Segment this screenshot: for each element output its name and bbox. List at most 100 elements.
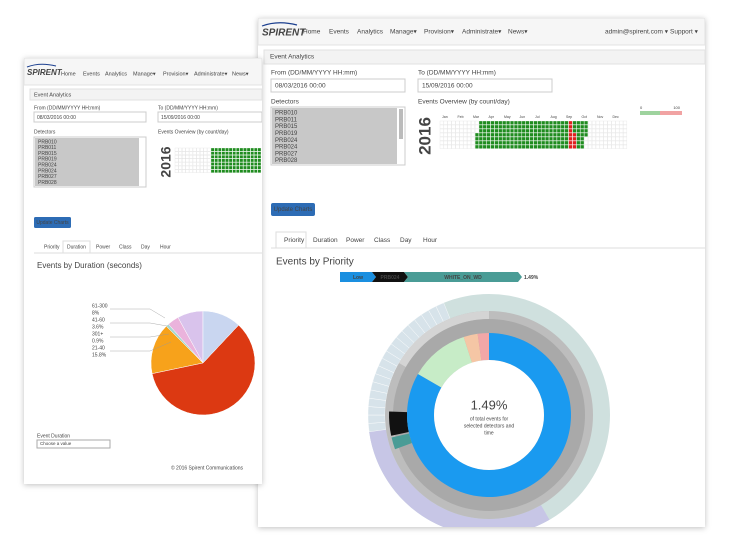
heatmap-cell xyxy=(533,136,538,141)
detector-option[interactable]: PRB011 xyxy=(275,117,298,123)
heatmap-cell xyxy=(513,124,518,129)
heatmap-cell xyxy=(549,128,553,133)
from-input[interactable] xyxy=(33,111,147,123)
tab[interactable]: Duration xyxy=(67,244,86,250)
tab[interactable]: Duration xyxy=(313,237,338,244)
heatmap-cell xyxy=(482,124,487,129)
heatmap-cell xyxy=(471,144,475,149)
tab[interactable]: Priority xyxy=(44,244,60,250)
heatmap-cell xyxy=(521,136,526,141)
heatmap-cell xyxy=(239,151,244,155)
nav-link[interactable]: News▾ xyxy=(508,29,528,36)
heatmap-cell xyxy=(214,169,218,173)
heatmap-cell xyxy=(239,147,244,152)
heatmap-cell xyxy=(185,169,190,173)
detector-option[interactable]: PRB019 xyxy=(275,131,298,137)
heatmap-cell xyxy=(257,155,262,159)
detector-option[interactable]: PRB015 xyxy=(275,124,298,130)
detector-option[interactable]: PRB027 xyxy=(275,151,298,157)
support-menu[interactable]: Support ▾ xyxy=(670,29,699,36)
detector-option[interactable]: PRB027 xyxy=(38,174,57,180)
heatmap-cell xyxy=(502,128,507,133)
nav-link[interactable]: Manage▾ xyxy=(390,29,417,36)
tab[interactable]: Class xyxy=(374,237,391,244)
nav-link[interactable]: News▾ xyxy=(232,71,249,77)
heatmap-cell xyxy=(447,124,452,129)
heatmap-cell xyxy=(439,140,444,145)
heatmap-cell xyxy=(218,147,222,152)
pie-slice xyxy=(150,325,204,375)
tab[interactable]: Power xyxy=(96,244,111,250)
tab[interactable]: Hour xyxy=(423,237,438,244)
logo-swoosh xyxy=(261,22,298,27)
nav-link[interactable]: Home xyxy=(61,71,76,77)
tab[interactable]: Day xyxy=(400,237,412,244)
sunburst-center xyxy=(434,360,544,470)
heatmap-cell xyxy=(221,147,226,152)
pie-legend-label: 41-60 xyxy=(92,317,105,323)
nav-link[interactable]: Analytics xyxy=(105,71,127,77)
heatmap-cell xyxy=(564,128,569,133)
detector-option[interactable]: PRB024 xyxy=(38,168,57,174)
update-button-label[interactable]: Update Charts xyxy=(274,207,313,213)
heatmap-cell xyxy=(236,147,240,152)
detector-option[interactable]: PRB015 xyxy=(38,151,57,157)
detector-option[interactable]: PRB028 xyxy=(38,180,57,186)
filter-select[interactable] xyxy=(36,439,111,449)
heatmap-cell xyxy=(451,128,456,133)
user-menu[interactable]: admin@spirent.com ▾ xyxy=(605,29,669,36)
nav-link[interactable]: Administrate▾ xyxy=(462,29,502,36)
heatmap-cell xyxy=(611,128,616,133)
heatmap-cell xyxy=(510,124,514,129)
to-input[interactable] xyxy=(417,78,553,93)
detector-option[interactable]: PRB024 xyxy=(275,145,298,151)
from-value: 08/03/2016 00:00 xyxy=(37,115,76,121)
heatmap-cell xyxy=(463,120,468,125)
heatmap-cell xyxy=(545,132,550,137)
heatmap-cell xyxy=(214,155,218,159)
detector-option[interactable]: PRB010 xyxy=(38,139,57,145)
heatmap-cell xyxy=(537,128,542,133)
heatmap-cell xyxy=(510,144,514,149)
heatmap-cell xyxy=(611,124,616,129)
logo-swoosh xyxy=(26,63,57,68)
nav-link[interactable]: Events xyxy=(83,71,100,77)
nav-link[interactable]: Analytics xyxy=(357,29,384,36)
detector-option[interactable]: PRB028 xyxy=(275,158,298,164)
heatmap-cell xyxy=(210,165,215,170)
from-input[interactable] xyxy=(270,78,406,93)
nav-link[interactable]: Events xyxy=(329,29,350,36)
nav-link[interactable]: Manage▾ xyxy=(133,71,156,77)
detector-option[interactable]: PRB010 xyxy=(275,111,298,117)
tab[interactable]: Priority xyxy=(284,237,305,244)
heatmap-cell xyxy=(619,124,624,129)
heatmap-cell xyxy=(599,140,604,145)
heatmap-cell xyxy=(580,124,585,129)
heatmap-cell xyxy=(246,158,251,163)
tab[interactable]: Hour xyxy=(160,244,171,250)
nav-link[interactable]: Home xyxy=(303,29,321,36)
detector-option[interactable]: PRB024 xyxy=(38,163,57,169)
nav-link[interactable]: Provision▾ xyxy=(424,29,455,36)
heatmap-cell xyxy=(537,140,542,145)
heatmap-cell xyxy=(588,140,592,145)
heatmap-cell xyxy=(221,169,226,173)
update-button-label[interactable]: Update Charts xyxy=(36,220,69,226)
detector-option[interactable]: PRB011 xyxy=(38,145,56,151)
tab[interactable]: Power xyxy=(346,237,365,244)
tab[interactable]: Day xyxy=(141,244,150,250)
heatmap-cell xyxy=(254,155,258,159)
to-input[interactable] xyxy=(157,111,262,123)
nav-link[interactable]: Provision▾ xyxy=(163,71,189,77)
update-button[interactable] xyxy=(271,203,315,216)
update-button[interactable] xyxy=(34,217,71,228)
nav-link[interactable]: Administrate▾ xyxy=(194,71,228,77)
heatmap-cell xyxy=(447,144,452,149)
heatmap-cell xyxy=(510,132,514,137)
heatmap-cell xyxy=(615,124,620,129)
detector-option[interactable]: PRB019 xyxy=(38,157,57,163)
heatmap-cell xyxy=(498,132,503,137)
heatmap-cell xyxy=(207,169,211,173)
detector-option[interactable]: PRB024 xyxy=(275,138,298,144)
tab[interactable]: Class xyxy=(119,244,132,250)
